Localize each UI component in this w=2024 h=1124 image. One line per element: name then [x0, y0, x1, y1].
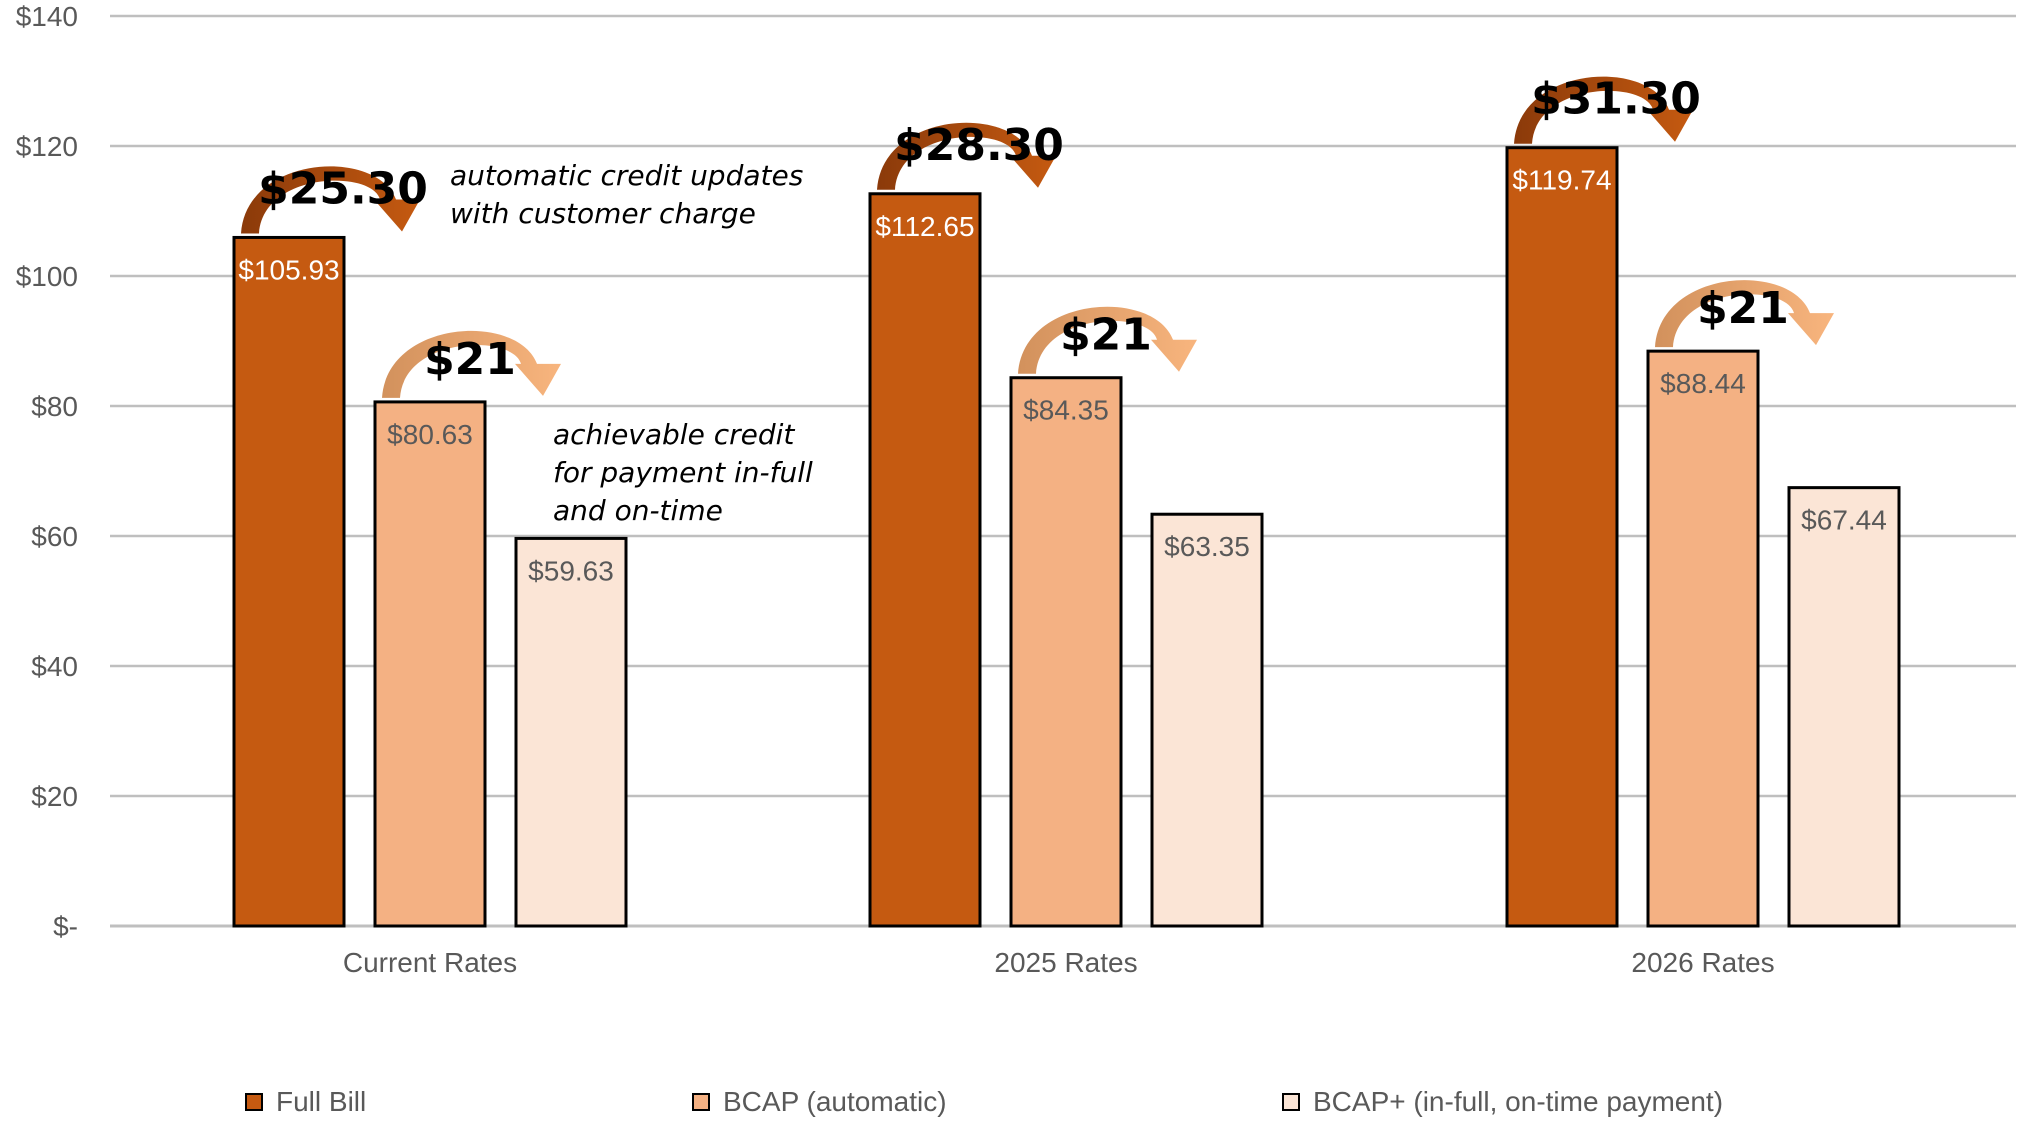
legend-label: Full Bill: [276, 1086, 366, 1117]
annotation-automatic-credit: automatic credit updates with customer c…: [450, 159, 812, 230]
y-tick-label: $80: [31, 391, 78, 422]
annotation-line: for payment in-full: [553, 456, 813, 489]
credit-amount-label: $21: [1060, 310, 1152, 361]
y-tick-label: $140: [16, 1, 78, 32]
y-tick-label: $60: [31, 521, 78, 552]
category-labels: Current Rates 2025 Rates 2026 Rates: [343, 947, 1775, 978]
annotation-achievable-credit: achievable credit for payment in-full an…: [553, 418, 822, 527]
y-tick-label: $120: [16, 131, 78, 162]
bar-data-label: $63.35: [1164, 531, 1250, 562]
y-axis-ticks: $- $20 $40 $60 $80 $100 $120 $140: [16, 1, 78, 942]
bar-3-2: [1150, 512, 1264, 928]
bar-data-label: $67.44: [1801, 505, 1887, 536]
bar-data-label: $105.93: [238, 254, 339, 285]
annotation-line: achievable credit: [553, 418, 795, 451]
bars: $105.93 $80.63 $59.63 $112.65 $84.35 $63.35 $1…: [232, 146, 1901, 928]
curved-arrow-icon: [1514, 76, 1693, 144]
y-tick-label: $20: [31, 781, 78, 812]
category-label: 2025 Rates: [994, 947, 1137, 978]
category-label: 2026 Rates: [1631, 947, 1774, 978]
bar-2-3: [1646, 349, 1760, 928]
legend-label: BCAP+ (in-full, on-time payment): [1313, 1086, 1723, 1117]
credit-amount-label: $31.30: [1531, 74, 1701, 125]
annotation-line: and on-time: [553, 494, 723, 527]
legend-swatch: [1282, 1093, 1300, 1111]
curved-arrow-icon: [1655, 280, 1834, 348]
credit-amount-label: $21: [1697, 283, 1789, 334]
bar-data-label: $80.63: [387, 419, 473, 450]
legend: Full Bill BCAP (automatic) BCAP+ (in-full,…: [245, 1086, 1723, 1117]
bar-data-label: $59.63: [528, 555, 614, 586]
bar-data-label: $119.74: [1512, 165, 1611, 196]
category-label: Current Rates: [343, 947, 517, 978]
curved-arrow-icon: [241, 166, 420, 234]
credit-arrows: $25.30 $21 $28.30 $21 $31.30 $21: [241, 74, 1834, 398]
y-tick-label: $100: [16, 261, 78, 292]
curved-arrow-icon: [1018, 306, 1197, 374]
bar-2-2: [1009, 376, 1123, 928]
bar-3-3: [1787, 486, 1901, 928]
bar-data-label: $88.44: [1660, 368, 1746, 399]
bar-2-1: [373, 400, 487, 928]
annotations: automatic credit updates with customer c…: [450, 159, 822, 527]
curved-arrow-icon: [877, 122, 1056, 190]
credit-amount-label: $21: [424, 334, 516, 385]
legend-swatch: [245, 1093, 263, 1111]
annotation-line: automatic credit updates: [450, 159, 803, 192]
y-tick-label: $-: [53, 911, 78, 942]
legend-label: BCAP (automatic): [723, 1086, 947, 1117]
annotation-line: with customer charge: [450, 197, 756, 230]
legend-swatch: [692, 1093, 710, 1111]
curved-arrow-icon: [382, 330, 561, 398]
bar-1-3: [1505, 146, 1619, 928]
bar-data-label: $112.65: [875, 211, 974, 242]
credit-amount-label: $28.30: [894, 120, 1064, 171]
bar-3-1: [514, 536, 628, 928]
y-tick-label: $40: [31, 651, 78, 682]
bar-1-2: [868, 192, 982, 928]
bar-data-label: $84.35: [1023, 395, 1109, 426]
credit-amount-label: $25.30: [258, 163, 428, 214]
bar-1-1: [232, 235, 346, 928]
